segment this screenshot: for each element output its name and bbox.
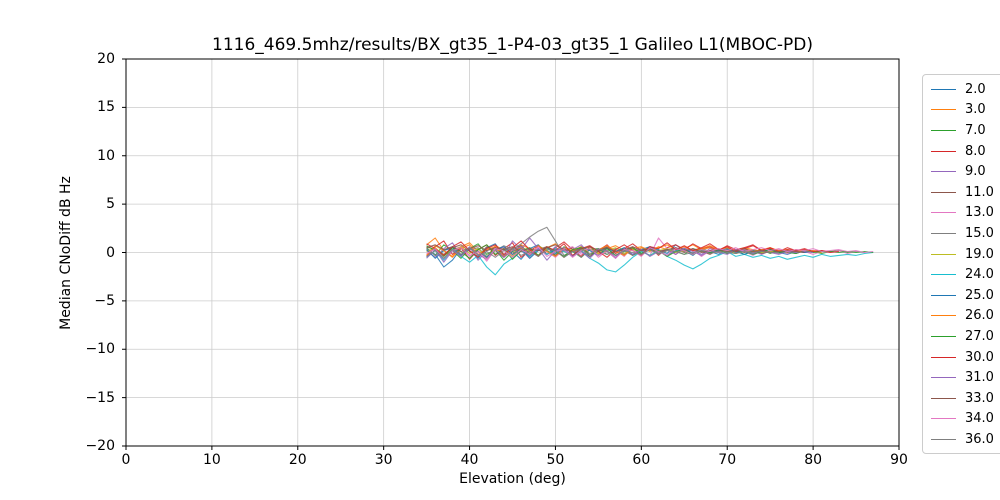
legend-line-sample xyxy=(931,88,956,90)
legend-item: 30.0 xyxy=(931,347,1000,368)
x-tick-label: 50 xyxy=(546,452,565,468)
x-tick-label: 40 xyxy=(460,452,479,468)
legend-label: 36.0 xyxy=(965,431,994,447)
legend-label: 34.0 xyxy=(965,411,994,427)
legend-line-sample xyxy=(931,335,956,337)
legend-item: 9.0 xyxy=(931,161,1000,182)
legend-line-sample xyxy=(931,438,956,440)
legend-item: 24.0 xyxy=(931,264,1000,285)
y-tick-label: 20 xyxy=(97,51,115,67)
legend-line-sample xyxy=(931,356,956,358)
legend-item: 8.0 xyxy=(931,141,1000,162)
x-tick-label: 80 xyxy=(804,452,823,468)
y-tick-label: 5 xyxy=(106,196,115,213)
legend: 2.0 3.0 7.0 8.0 9.0 11.0 13.0 15.0 19.0 24.0 25.0 2… xyxy=(922,74,1000,454)
legend-label: 3.0 xyxy=(965,102,986,118)
series-line-34.0 xyxy=(426,246,874,260)
y-tick-label: −5 xyxy=(94,292,115,309)
y-tick-label: 0 xyxy=(106,244,115,261)
legend-line-sample xyxy=(931,212,956,214)
legend-label: 15.0 xyxy=(965,225,994,241)
legend-item: 26.0 xyxy=(931,306,1000,327)
legend-line-sample xyxy=(931,171,956,173)
x-tick-label: 0 xyxy=(121,452,131,468)
legend-line-sample xyxy=(931,397,956,399)
legend-item: 36.0 xyxy=(931,429,1000,450)
x-tick-label: 70 xyxy=(718,452,737,468)
legend-line-sample xyxy=(931,129,956,131)
legend-label: 19.0 xyxy=(965,246,994,262)
legend-label: 26.0 xyxy=(965,308,994,324)
y-tick-label: 10 xyxy=(97,147,115,164)
legend-label: 25.0 xyxy=(965,287,994,303)
legend-item: 13.0 xyxy=(931,203,1000,224)
legend-item: 15.0 xyxy=(931,223,1000,244)
x-tick-label: 90 xyxy=(890,452,908,468)
legend-label: 33.0 xyxy=(965,390,994,406)
series-line-36.0 xyxy=(426,247,779,259)
legend-label: 8.0 xyxy=(965,143,986,159)
legend-label: 2.0 xyxy=(965,81,986,97)
legend-label: 11.0 xyxy=(965,184,994,200)
legend-item: 34.0 xyxy=(931,409,1000,430)
x-tick-label: 10 xyxy=(202,452,221,468)
legend-line-sample xyxy=(931,377,956,379)
legend-item: 7.0 xyxy=(931,120,1000,141)
legend-line-sample xyxy=(931,294,956,296)
legend-item: 27.0 xyxy=(931,326,1000,347)
legend-line-sample xyxy=(931,418,956,420)
chart-title: 1116_469.5mhz/results/BX_gt35_1-P4-03_gt… xyxy=(212,35,813,55)
legend-item: 33.0 xyxy=(931,388,1000,409)
x-tick-label: 60 xyxy=(632,452,651,468)
legend-label: 7.0 xyxy=(965,122,986,138)
legend-line-sample xyxy=(931,253,956,255)
x-axis-label: Elevation (deg) xyxy=(459,471,566,487)
legend-item: 25.0 xyxy=(931,285,1000,306)
y-tick-label: −15 xyxy=(85,389,115,406)
legend-line-sample xyxy=(931,232,956,234)
y-tick-label: −10 xyxy=(85,341,115,358)
series-line-33.0 xyxy=(426,244,805,254)
legend-item: 19.0 xyxy=(931,244,1000,265)
legend-label: 9.0 xyxy=(965,164,986,180)
legend-label: 27.0 xyxy=(965,328,994,344)
legend-label: 31.0 xyxy=(965,370,994,386)
legend-label: 24.0 xyxy=(965,267,994,283)
legend-item: 3.0 xyxy=(931,100,1000,121)
legend-item: 31.0 xyxy=(931,367,1000,388)
legend-line-sample xyxy=(931,191,956,193)
x-tick-label: 20 xyxy=(288,452,307,468)
legend-line-sample xyxy=(931,315,956,317)
legend-line-sample xyxy=(931,150,956,152)
legend-line-sample xyxy=(931,109,956,111)
series-line-24.0 xyxy=(426,248,874,276)
y-tick-label: −20 xyxy=(85,438,115,454)
legend-line-sample xyxy=(931,274,956,276)
legend-item: 11.0 xyxy=(931,182,1000,203)
y-tick-label: 15 xyxy=(97,99,115,116)
x-tick-label: 30 xyxy=(374,452,393,468)
legend-label: 30.0 xyxy=(965,349,994,365)
legend-label: 13.0 xyxy=(965,205,994,221)
legend-item: 2.0 xyxy=(931,79,1000,100)
